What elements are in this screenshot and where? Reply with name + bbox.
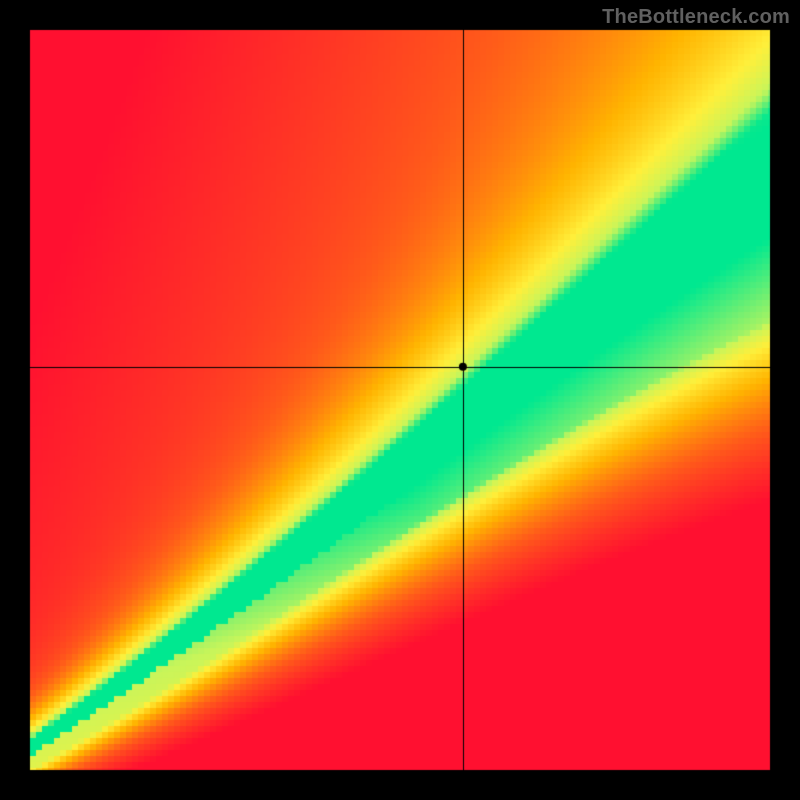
heatmap-canvas [0, 0, 800, 800]
chart-container: TheBottleneck.com [0, 0, 800, 800]
watermark-text: TheBottleneck.com [602, 6, 790, 29]
